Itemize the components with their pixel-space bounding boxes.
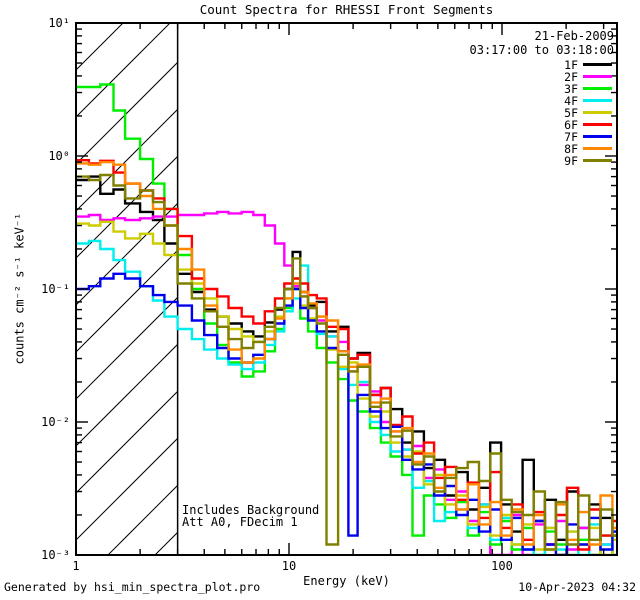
x-tick-label-100: 100: [491, 559, 513, 573]
legend-label-2F: 2F: [564, 70, 578, 84]
legend-swatch-7F: [583, 135, 612, 138]
series-curves: [76, 83, 617, 555]
legend-label-8F: 8F: [564, 142, 578, 156]
y-tick-label-0: 10¹: [48, 16, 70, 30]
legend-swatch-1F: [583, 63, 612, 66]
y-tick-label-1: 10⁰: [48, 149, 70, 163]
legend-label-3F: 3F: [564, 82, 578, 96]
series-curve-7F: [76, 272, 617, 555]
generation-timestamp: 10-Apr-2023 04:32: [518, 580, 636, 594]
x-tick-label-10: 10: [281, 559, 297, 573]
legend-swatch-6F: [583, 123, 612, 126]
series-curve-5F: [76, 220, 617, 555]
observation-time-range: 03:17:00 to 03:18:00: [469, 43, 615, 57]
legend-swatch-8F: [583, 147, 612, 150]
legend-label-7F: 7F: [564, 130, 578, 144]
legend-swatch-4F: [583, 99, 612, 102]
series-curve-6F: [76, 159, 617, 551]
axis-ticks: [75, 22, 617, 556]
legend-swatch-2F: [583, 75, 612, 78]
legend-label-9F: 9F: [564, 154, 578, 168]
series-curve-3F: [76, 83, 617, 555]
x-tick-label-1: 1: [72, 559, 80, 573]
series-curve-4F: [76, 239, 617, 555]
legend-label-5F: 5F: [564, 106, 578, 120]
legend-swatch-9F: [583, 159, 612, 162]
y-tick-label-4: 10⁻³: [41, 548, 70, 562]
series-curve-8F: [76, 160, 617, 551]
legend-label-6F: 6F: [564, 118, 578, 132]
plot-frame: [75, 22, 618, 556]
series-curve-9F: [76, 173, 617, 551]
legend-swatch-5F: [583, 111, 612, 114]
legend-label-4F: 4F: [564, 94, 578, 108]
page-title: Count Spectra for RHESSI Front Segments: [199, 2, 494, 17]
observation-date: 21-Feb-2009: [534, 29, 614, 43]
legend-label-1F: 1F: [564, 58, 578, 72]
x-axis-label: Energy (keV): [303, 574, 390, 588]
generator-credit: Generated by hsi_min_spectra_plot.pro: [4, 580, 261, 594]
legend-swatch-3F: [583, 87, 612, 90]
y-tick-label-3: 10⁻²: [41, 415, 70, 429]
series-curve-2F: [76, 210, 617, 555]
y-tick-label-2: 10⁻¹: [41, 282, 70, 296]
annotation-attenuator-state: Att A0, FDecim 1: [182, 515, 298, 529]
annotation-includes-background: Includes Background: [182, 503, 320, 517]
